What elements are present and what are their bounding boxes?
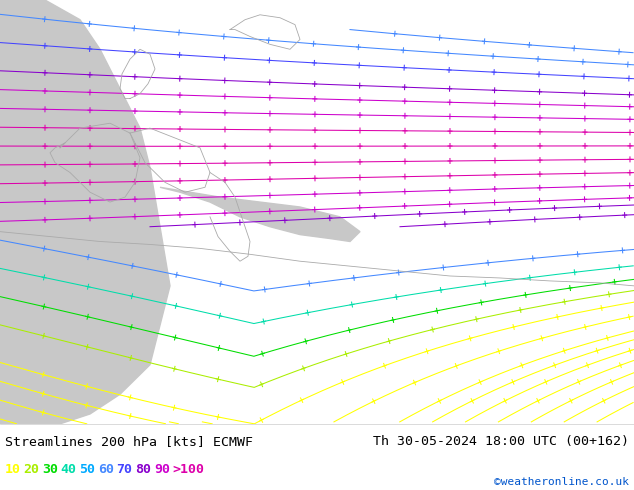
Text: 20: 20 xyxy=(23,464,39,476)
Text: Streamlines 200 hPa [kts] ECMWF: Streamlines 200 hPa [kts] ECMWF xyxy=(5,436,253,448)
Text: 10: 10 xyxy=(5,464,21,476)
Text: ©weatheronline.co.uk: ©weatheronline.co.uk xyxy=(494,477,629,487)
Text: 70: 70 xyxy=(117,464,133,476)
Text: Th 30-05-2024 18:00 UTC (00+162): Th 30-05-2024 18:00 UTC (00+162) xyxy=(373,436,629,448)
Text: 40: 40 xyxy=(61,464,77,476)
Polygon shape xyxy=(0,0,170,424)
Text: 60: 60 xyxy=(98,464,114,476)
Text: 90: 90 xyxy=(154,464,170,476)
Text: 80: 80 xyxy=(135,464,151,476)
Polygon shape xyxy=(160,187,360,242)
Text: 30: 30 xyxy=(42,464,58,476)
Text: >100: >100 xyxy=(172,464,204,476)
Text: 50: 50 xyxy=(79,464,95,476)
